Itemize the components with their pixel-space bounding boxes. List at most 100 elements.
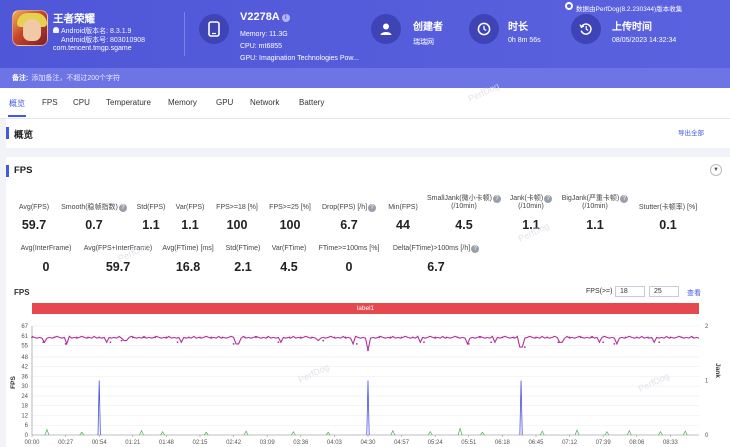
device-cpu: CPU: mt6855 xyxy=(240,43,283,50)
note-input[interactable]: 添加备注，不超过200个字符 xyxy=(31,75,121,82)
range-label-bar[interactable]: label1 xyxy=(32,303,699,314)
info-icon[interactable]: i xyxy=(281,14,290,22)
help-icon[interactable]: ? xyxy=(471,245,480,253)
stat-value: 59.7 xyxy=(21,218,47,232)
apply-threshold-button[interactable]: 查看 xyxy=(687,290,701,297)
duration-value: 0h 8m 56s xyxy=(508,37,541,44)
duration-title: 时长 xyxy=(508,22,528,33)
stat-label: Min(FPS) xyxy=(388,204,418,211)
stat-label: Var(FTime) xyxy=(271,245,307,252)
header-divider xyxy=(184,12,185,56)
tab-gpu[interactable]: GPU xyxy=(216,98,234,107)
android-icon xyxy=(53,27,59,33)
stat-stats_row1-0: Avg(FPS) 59.7 xyxy=(0,204,84,232)
stat-value: 6.7 xyxy=(340,218,358,232)
overview-card: 概览 导出全部 xyxy=(6,119,730,148)
stat-value: 0.7 xyxy=(85,218,103,232)
stat-value: 1.1 xyxy=(522,218,540,232)
tab-fps[interactable]: FPS xyxy=(42,98,58,107)
active-tab-indicator xyxy=(8,115,26,117)
stat-stats_row1-1: Smooth(稳帧指数)? 0.7 xyxy=(44,204,144,232)
stat-value: 0 xyxy=(42,260,50,274)
stat-label: FPS>=18 [%] xyxy=(216,204,258,211)
app-version-info: Android版本名: 8.3.1.9 Android版本号: 80301090… xyxy=(53,27,145,45)
stat-label: Std(FPS) xyxy=(136,204,166,211)
stat-stats_row1-3: Var(FPS) 1.1 xyxy=(140,204,240,232)
tab-battery[interactable]: Battery xyxy=(299,98,325,107)
stat-label: Std(FTime) xyxy=(225,245,261,252)
upload-time-title: 上传时间 xyxy=(612,22,652,33)
stat-stats_row1-5: FPS>=25 [%] 100 xyxy=(240,204,340,232)
stat-value: 0 xyxy=(345,260,353,274)
stat-value: 1.1 xyxy=(586,218,604,232)
gear-icon xyxy=(565,2,573,10)
stat-label: Avg(FTime) [ms] xyxy=(162,245,214,252)
stat-stats_row2-6: Delta(FTime)>100ms [/h]? 6.7 xyxy=(386,245,486,274)
fps-section-title: FPS xyxy=(14,165,33,176)
upload-time-value: 08/05/2023 14:32:34 xyxy=(612,37,677,44)
user-icon xyxy=(371,14,401,44)
collapse-button[interactable]: ▼ xyxy=(710,164,722,176)
stat-label: FPS>=25 [%] xyxy=(269,204,311,211)
device-memory: Memory: 11.3G xyxy=(240,31,288,38)
stat-stats_row1-7: Min(FPS) 44 xyxy=(353,204,453,232)
stat-stats_row1-4: FPS>=18 [%] 100 xyxy=(187,204,287,232)
stat-value: 0.1 xyxy=(659,218,677,232)
phone-icon xyxy=(199,14,229,44)
tab-temperature[interactable]: Temperature xyxy=(106,98,151,107)
tab-bar: 概览 FPS CPU Temperature Memory GPU Networ… xyxy=(0,88,730,119)
tab-network[interactable]: Network xyxy=(250,98,280,107)
stat-stats_row1-6: Drop(FPS) [/h]? 6.7 xyxy=(299,204,399,232)
stat-stats_row2-1: Avg(FPS+InterFrame) 59.7 xyxy=(68,245,168,274)
stat-label-unit: (/10min) xyxy=(451,203,477,210)
stat-stats_row2-0: Avg(InterFrame) 0 xyxy=(0,245,96,274)
fps-threshold-label: FPS(>=) xyxy=(586,288,613,295)
stat-stats_row2-5: FTime>=100ms [%] 0 xyxy=(299,245,399,274)
creator-title: 创建者 xyxy=(413,22,443,33)
stat-label: Jank(卡顿)? xyxy=(481,195,581,203)
stat-stats_row1-9: Jank(卡顿)? (/10min) 1.1 xyxy=(481,195,581,232)
stat-label-unit: (/10min) xyxy=(518,203,544,210)
note-label: 备注: xyxy=(12,75,29,82)
android-version-code: Android版本号: 803010908 xyxy=(61,37,146,44)
history-icon xyxy=(571,14,601,44)
stat-label: BigJank(严重卡顿)? xyxy=(545,195,645,203)
stat-stats_row1-8: SmallJank(微小卡顿)? (/10min) 4.5 xyxy=(414,195,514,232)
help-icon[interactable]: ? xyxy=(118,204,127,212)
note-bar[interactable]: 备注: 添加备注，不超过200个字符 xyxy=(0,68,730,88)
overview-title: 概览 xyxy=(14,130,34,141)
app-icon xyxy=(12,10,48,46)
fps-threshold-input-2[interactable]: 25 xyxy=(649,286,679,297)
stat-label: SmallJank(微小卡顿)? xyxy=(414,195,514,203)
stat-value: 59.7 xyxy=(105,260,131,274)
tab-cpu[interactable]: CPU xyxy=(73,98,90,107)
stat-label: Avg(FPS+InterFrame) xyxy=(83,245,153,252)
help-icon[interactable]: ? xyxy=(492,195,501,203)
stat-value: 1.1 xyxy=(142,218,160,232)
report-header: 王者荣耀 Android版本名: 8.3.1.9 Android版本号: 803… xyxy=(0,0,730,68)
help-icon[interactable]: ? xyxy=(368,204,377,212)
stat-value: 4.5 xyxy=(280,260,298,274)
stat-stats_row1-2: Std(FPS) 1.1 xyxy=(101,204,201,232)
stat-label: Var(FPS) xyxy=(175,204,205,211)
help-icon[interactable]: ? xyxy=(544,195,553,203)
stat-value: 6.7 xyxy=(427,260,445,274)
help-icon[interactable]: ? xyxy=(620,195,629,203)
section-accent xyxy=(6,127,9,139)
creator-value: 瑞瑞网 xyxy=(413,39,434,46)
android-version-name: Android版本名: 8.3.1.9 xyxy=(61,28,132,35)
tab-overview[interactable]: 概览 xyxy=(9,99,25,108)
stat-stats_row2-4: Var(FTime) 4.5 xyxy=(239,245,339,274)
tab-memory[interactable]: Memory xyxy=(168,98,197,107)
stat-value: 44 xyxy=(396,218,410,232)
data-source-note: 数据由PerfDog(8.2.230344)版本收集 xyxy=(576,6,683,13)
stat-label: Avg(FPS) xyxy=(18,204,50,211)
stat-value: 100 xyxy=(226,218,248,232)
export-all-button[interactable]: 导出全部 xyxy=(678,130,704,137)
fps-threshold-input-1[interactable]: 18 xyxy=(615,286,645,297)
section-accent xyxy=(6,165,9,177)
stat-value: 2.1 xyxy=(234,260,252,274)
stat-value: 100 xyxy=(279,218,301,232)
stat-label: Avg(InterFrame) xyxy=(20,245,72,252)
stat-label: FTime>=100ms [%] xyxy=(318,245,380,252)
